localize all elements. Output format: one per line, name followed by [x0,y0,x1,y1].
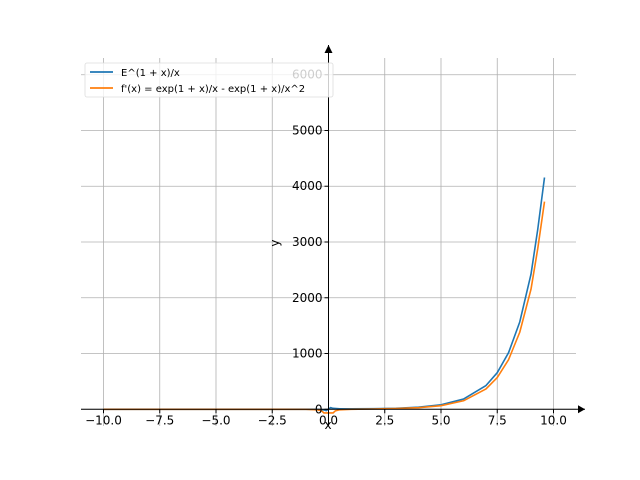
x-tick-label: 0.0 [319,413,338,427]
x-tick-label: −10.0 [85,413,122,427]
y-tick-label: 2000 [292,291,323,305]
x-tick-label: 10.0 [540,413,567,427]
x-tick-label: 7.5 [488,413,507,427]
legend-label-0: E^(1 + x)/x [121,68,180,79]
x-tick-label: −5.0 [201,413,230,427]
x-tick-label: 2.5 [375,413,394,427]
series-line-1 [103,201,546,414]
series-layer [103,177,546,414]
x-tick-label: 5.0 [431,413,450,427]
ticks: −10.0 −7.5 −5.0 −2.5 0.0 2.5 5.0 7.5 10.0 0 1000 20… [85,68,567,428]
legend-box [84,62,334,98]
x-tick-label: −2.5 [258,413,287,427]
y-tick-label: 0 [315,402,323,416]
axes [81,45,585,426]
series-line-0 [103,177,546,412]
y-tick-label: 1000 [292,347,323,361]
x-axis-label: x [324,418,331,432]
x-axis-arrow [578,405,585,414]
x-tick-label: −7.5 [145,413,174,427]
y-tick-label: 4000 [292,179,323,193]
y-tick-label: 3000 [292,235,323,249]
legend: E^(1 + x)/x f'(x) = exp(1 + x)/x - exp(1 … [84,62,334,98]
y-tick-label: 5000 [292,123,323,137]
legend-label-1: f'(x) = exp(1 + x)/x - exp(1 + x)/x^2 [121,84,305,95]
y-axis-arrow [324,45,333,53]
y-axis-label: y [268,239,282,246]
